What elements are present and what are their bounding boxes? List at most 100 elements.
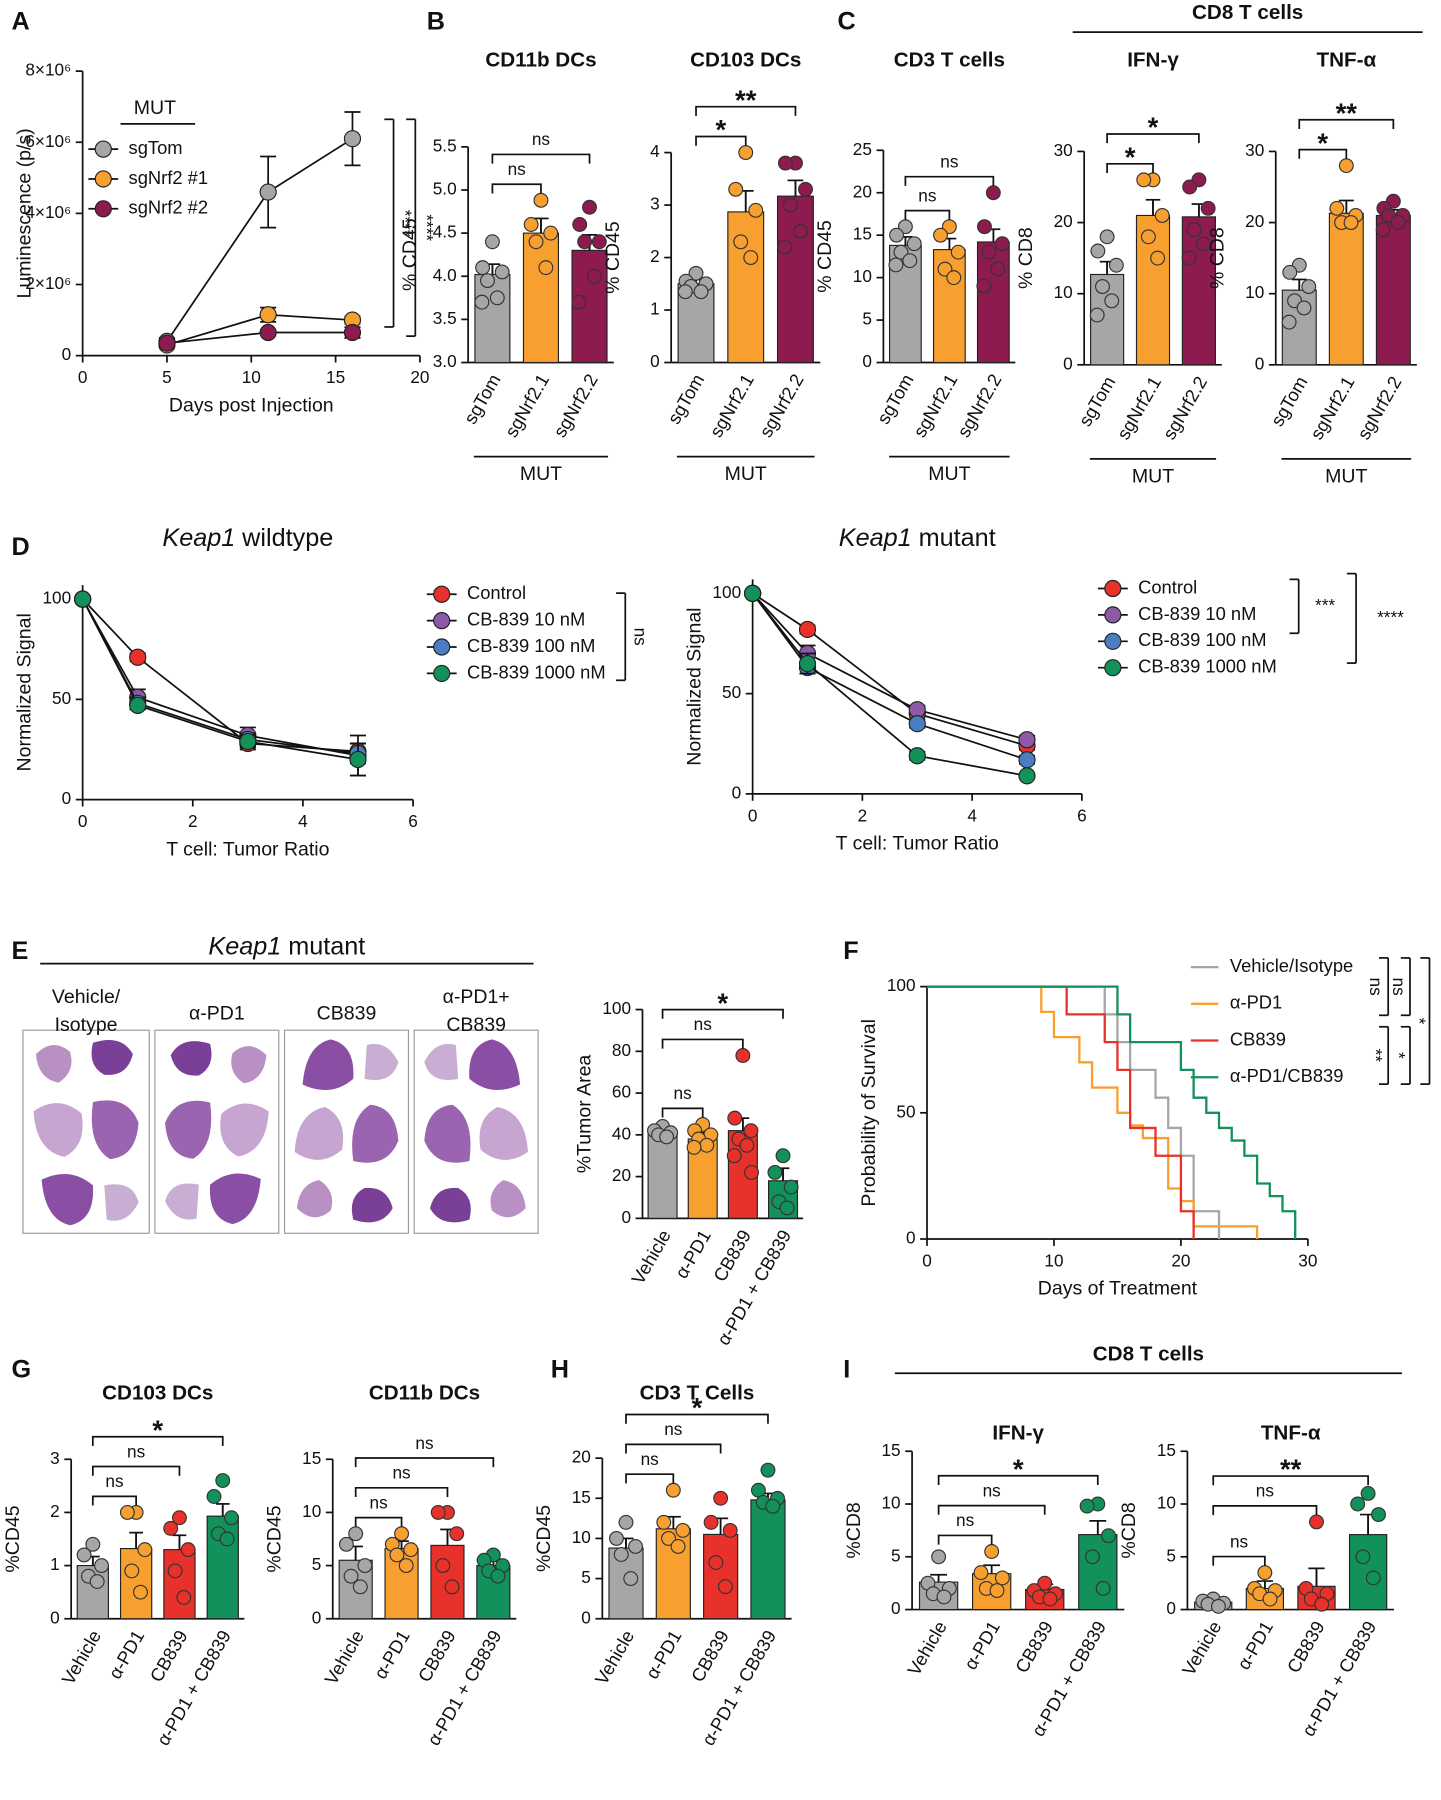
data-point [902, 253, 918, 269]
y-tick-label: 50 [896, 1101, 915, 1121]
y-tick-label: 50 [722, 682, 741, 702]
data-point [1099, 229, 1115, 245]
data-point [171, 1510, 187, 1526]
bar [1375, 214, 1411, 366]
significance-bracket [937, 1504, 1046, 1515]
data-point [661, 1530, 677, 1546]
significance-label: ** [735, 84, 757, 115]
marker [129, 648, 147, 666]
chart-title: CD11b DCs [369, 1381, 480, 1404]
data-point [484, 234, 500, 250]
y-tick-label: 20 [1245, 211, 1264, 231]
legend-label: sgTom [129, 137, 183, 158]
y-tick-label: 20 [1054, 211, 1073, 231]
data-point [670, 1539, 686, 1554]
y-tick-label: 2 [650, 246, 660, 266]
x-tick-label: 4 [298, 811, 308, 831]
x-tick-label: sgTom [663, 370, 708, 427]
data-point [94, 1558, 110, 1574]
legend-label: sgNrf2 #2 [129, 197, 209, 218]
y-tick-label: 4.0 [433, 265, 457, 285]
significance-bracket [1212, 1475, 1369, 1486]
x-tick-label: sgTom [1266, 373, 1311, 430]
data-point [735, 1048, 751, 1063]
x-tick-label: CB839 [413, 1626, 459, 1685]
data-point [1343, 215, 1359, 231]
data-point [743, 250, 759, 266]
series-line [752, 592, 1028, 747]
legend-marker [433, 612, 451, 630]
x-tick-label: α-PD1 [641, 1626, 685, 1682]
panel-letter: E [12, 937, 29, 965]
x-tick-label: Vehicle [627, 1226, 675, 1288]
y-tick-label: 30 [1054, 140, 1073, 160]
y-axis-label: Probability of Survival [858, 1019, 880, 1207]
data-point [538, 260, 554, 276]
series-line [751, 592, 1028, 777]
significance-bracket [1212, 1555, 1266, 1566]
x-tick-label: 0 [78, 367, 88, 387]
significance-label: ** [1280, 1454, 1302, 1485]
data-point [906, 236, 922, 252]
data-point [591, 234, 607, 250]
bar [1078, 1534, 1118, 1611]
chart-title: TNF-α [1261, 1421, 1321, 1444]
data-point [1090, 243, 1106, 259]
data-point [946, 270, 962, 286]
bar [727, 211, 765, 364]
legend-label: α-PD1/CB839 [1230, 1065, 1344, 1086]
significance-label: ns [694, 1014, 712, 1034]
y-tick-label: 5 [312, 1554, 322, 1574]
legend-marker [94, 140, 112, 158]
bar [522, 232, 560, 364]
significance-bracket [91, 1465, 181, 1476]
legend-marker [433, 664, 451, 683]
data-point [494, 264, 510, 280]
series-line [81, 598, 359, 755]
y-tick-label: 15 [572, 1487, 591, 1507]
y-tick-label: 1 [650, 299, 660, 319]
y-tick-label: 10 [302, 1501, 321, 1521]
sig-label: *** [1315, 595, 1335, 615]
data-point [480, 273, 495, 289]
x-tick-label: sgNrf2.1 [1306, 373, 1359, 444]
y-axis-label: %CD45 [533, 1505, 555, 1572]
chart-title: CD11b DCs [485, 48, 596, 71]
x-tick-label: Vehicle [590, 1626, 638, 1688]
legend-label: CB839 [1230, 1028, 1286, 1049]
data-point [748, 202, 764, 218]
significance-label: ns [641, 1449, 659, 1469]
significance-label: * [716, 114, 727, 145]
series-line [82, 598, 359, 753]
x-tick-label: α-PD1 [104, 1626, 148, 1682]
series-line [751, 592, 1028, 741]
sig-label: **** [395, 210, 415, 237]
significance-label: ns [918, 185, 936, 205]
data-point [1210, 1598, 1226, 1614]
panel-letter: F [843, 937, 858, 965]
x-axis-label: Days post Injection [169, 394, 334, 416]
x-tick-label: 30 [1298, 1250, 1317, 1270]
x-tick-label: sgTom [872, 370, 917, 427]
marker [259, 306, 277, 324]
x-tick-label: CB839 [1282, 1617, 1328, 1676]
data-point [950, 244, 966, 260]
bar [776, 195, 814, 364]
data-point [990, 261, 1006, 277]
y-axis-label: %CD45 [264, 1505, 286, 1572]
legend-label: sgNrf2 #1 [129, 167, 209, 188]
sig-label: * [1409, 1018, 1429, 1025]
marker [1018, 751, 1036, 769]
data-point [343, 1568, 359, 1584]
significance-label: ns [532, 129, 550, 149]
y-tick-label: 2 [50, 1501, 60, 1521]
data-point [933, 227, 948, 243]
y-tick-label: 3 [650, 194, 660, 214]
data-point [489, 290, 505, 306]
y-axis-label: Normalized Signal [13, 613, 35, 771]
data-point [608, 1530, 624, 1546]
data-point [352, 1579, 368, 1595]
